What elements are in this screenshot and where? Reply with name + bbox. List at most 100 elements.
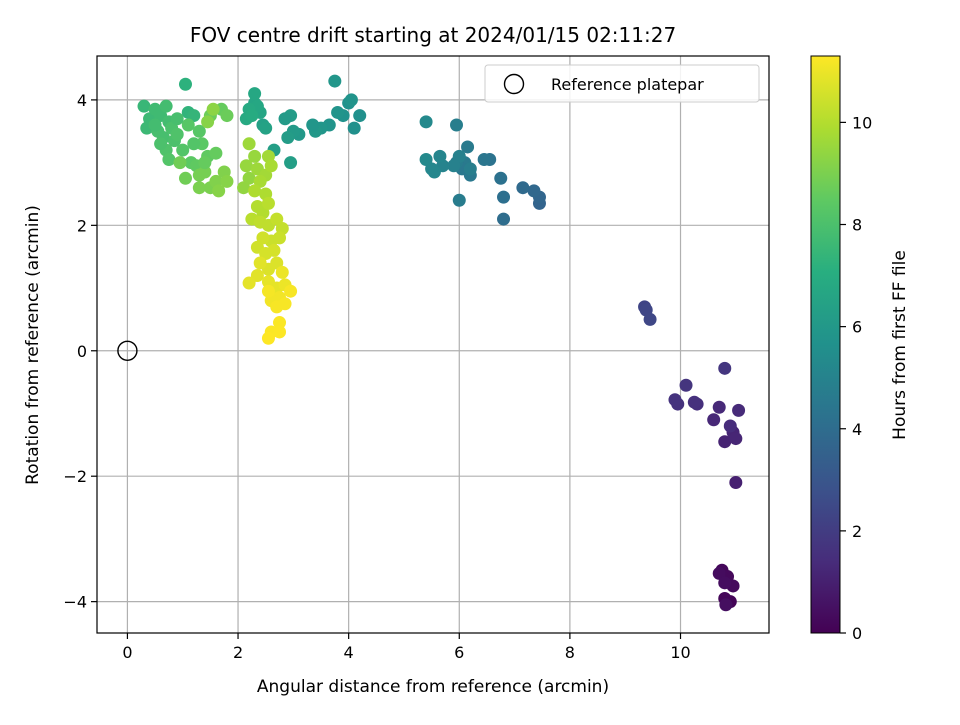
data-point [477, 152, 491, 166]
data-point [425, 162, 439, 176]
data-point [248, 184, 262, 198]
legend-box [484, 64, 760, 103]
x-tick-label: 4 [344, 643, 354, 662]
data-point [275, 265, 289, 279]
data-point [718, 576, 732, 590]
data-point [687, 395, 701, 409]
data-point [719, 598, 733, 612]
reference-marker [117, 340, 138, 361]
data-point [256, 231, 270, 245]
legend: Reference platepar [484, 64, 760, 103]
data-point [643, 312, 657, 326]
y-tick-label: −4 [63, 593, 87, 612]
legend-label-reference: Reference platepar [551, 75, 704, 94]
data-point [170, 127, 184, 141]
x-tick-label: 8 [565, 643, 575, 662]
data-point [198, 165, 212, 179]
x-tick-label: 2 [233, 643, 243, 662]
data-point [419, 152, 433, 166]
data-point [187, 137, 201, 151]
data-point [192, 124, 206, 138]
x-tick-label: 10 [670, 643, 690, 662]
colorbar-label: Hours from first FF file [890, 250, 910, 440]
data-point [248, 87, 262, 101]
data-point [344, 93, 358, 107]
data-point [463, 162, 477, 176]
data-point [206, 102, 220, 116]
data-point [668, 393, 682, 407]
x-tick-label: 0 [122, 643, 132, 662]
colorbar-ticks: 0 2 4 6 8 10 [840, 113, 872, 643]
data-point [261, 331, 275, 345]
y-axis-ticks: −4 −2 0 2 4 [63, 91, 97, 612]
data-point [270, 212, 284, 226]
y-axis-label: Rotation from reference (arcmin) [23, 205, 43, 485]
grid [97, 56, 769, 633]
data-point [237, 181, 251, 195]
data-point [452, 193, 466, 207]
data-point [273, 325, 287, 339]
data-point [242, 276, 256, 290]
colorbar-tick-label: 0 [852, 624, 862, 643]
data-point [433, 149, 447, 163]
data-point [209, 146, 223, 160]
y-tick-label: 2 [77, 216, 87, 235]
colorbar-tick-label: 8 [852, 216, 862, 235]
x-tick-label: 6 [454, 643, 464, 662]
data-point [170, 112, 184, 126]
data-point [192, 181, 206, 195]
chart-title: FOV centre drift starting at 2024/01/15 … [190, 23, 676, 47]
data-point [253, 174, 267, 188]
data-point [261, 284, 275, 298]
data-point [242, 171, 256, 185]
data-point [447, 159, 461, 173]
data-point [181, 118, 195, 132]
data-point [707, 413, 721, 427]
data-point [718, 361, 732, 375]
data-point [278, 297, 292, 311]
data-point [278, 112, 292, 126]
data-point [159, 99, 173, 113]
data-point [162, 152, 176, 166]
colorbar-tick-label: 6 [852, 318, 862, 337]
data-point [281, 131, 295, 145]
data-point [494, 171, 508, 185]
data-points [137, 74, 746, 612]
data-point [718, 435, 732, 449]
data-point [450, 118, 464, 132]
data-point [245, 109, 259, 123]
data-point [261, 196, 275, 210]
reference-platepar-marker [117, 340, 138, 361]
data-point [273, 316, 287, 330]
data-point [259, 121, 273, 135]
data-point [178, 77, 192, 91]
data-point [328, 74, 342, 88]
x-axis-label: Angular distance from reference (arcmin) [257, 677, 609, 697]
data-point [154, 137, 168, 151]
y-tick-label: 4 [77, 91, 87, 110]
data-point [242, 137, 256, 151]
data-point [347, 121, 361, 135]
data-point [679, 378, 693, 392]
data-point [264, 159, 278, 173]
data-point [267, 243, 281, 257]
data-point [248, 149, 262, 163]
colorbar-tick-label: 4 [852, 420, 862, 439]
data-point [419, 115, 433, 129]
x-axis-ticks: 0 2 4 6 8 10 [122, 633, 691, 662]
data-point [187, 109, 201, 123]
data-point [173, 156, 187, 170]
colorbar-tick-label: 10 [852, 113, 872, 132]
data-point [516, 181, 530, 195]
data-point [712, 566, 726, 580]
y-tick-label: −2 [63, 467, 87, 486]
data-point [137, 99, 151, 113]
data-point [331, 105, 345, 119]
data-point [497, 190, 511, 204]
colorbar-tick-label: 2 [852, 522, 862, 541]
data-point [250, 269, 264, 283]
data-point [253, 256, 267, 270]
data-point [178, 171, 192, 185]
